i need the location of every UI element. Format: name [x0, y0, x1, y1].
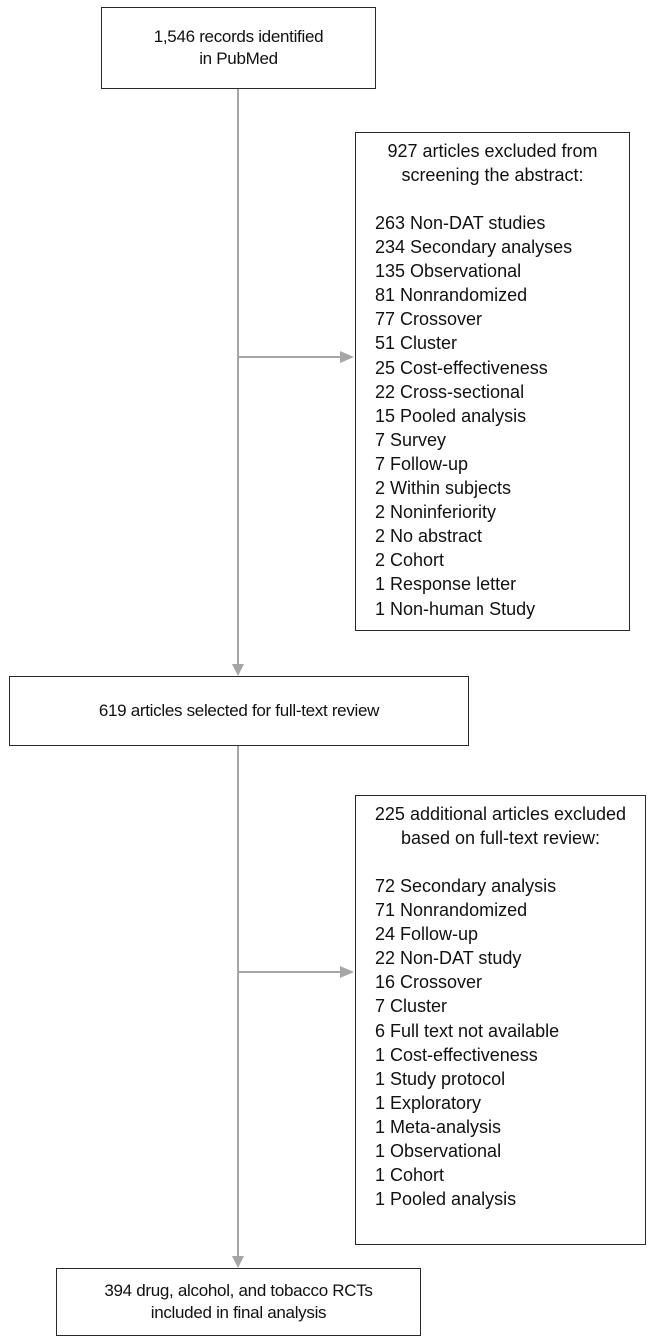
abstract-exclusion-box: 927 articles excluded from screening the… [355, 132, 630, 631]
records-identified-line-2: in PubMed [199, 49, 278, 68]
abstract-exclusion-title: 927 articles excluded from screening the… [364, 139, 629, 187]
final-analysis-box: 394 drug, alcohol, and tobacco RCTs incl… [56, 1268, 421, 1336]
records-identified-box: 1,546 records identified in PubMed [101, 7, 376, 89]
arrowhead-to-exclusion-1 [340, 351, 354, 363]
abstract-exclusion-item: 22 Cross-sectional [375, 381, 525, 402]
abstract-exclusion-item: 51 Cluster [375, 333, 458, 354]
final-analysis-line-2: included in final analysis [150, 1303, 327, 1322]
full-text-exclusion-title: 225 additional articles excluded based o… [364, 802, 645, 850]
abstract-exclusion-item: 234 Secondary analyses [375, 237, 573, 258]
abstract-exclusion-title-line-2: screening the abstract: [401, 165, 584, 185]
abstract-exclusion-item: 7 Survey [375, 429, 447, 450]
arrowhead-to-exclusion-2 [340, 966, 354, 978]
full-text-exclusion-list: 72 Secondary analysis 71 Nonrandomized 2… [364, 874, 645, 1211]
full-text-exclusion-item: 1 Exploratory [375, 1092, 482, 1113]
abstract-exclusion-item: 2 No abstract [375, 526, 483, 547]
abstract-exclusion-item: 81 Nonrandomized [375, 285, 528, 306]
abstract-exclusion-item: 1 Response letter [375, 574, 517, 595]
abstract-exclusion-item: 2 Cohort [375, 550, 445, 571]
abstract-exclusion-item: 77 Crossover [375, 309, 483, 330]
full-text-exclusion-item: 71 Nonrandomized [375, 900, 528, 921]
abstract-exclusion-item: 15 Pooled analysis [375, 405, 527, 426]
full-text-exclusion-item: 24 Follow-up [375, 924, 479, 945]
full-text-exclusion-title-line-2: based on full-text review: [400, 828, 601, 848]
arrowhead-to-full-text [232, 664, 244, 676]
abstract-exclusion-item: 263 Non-DAT studies [375, 213, 546, 233]
full-text-exclusion-box: 225 additional articles excluded based o… [355, 795, 646, 1245]
full-text-exclusion-item: 1 Pooled analysis [375, 1189, 517, 1210]
full-text-exclusion-item: 1 Cohort [375, 1165, 445, 1186]
full-text-exclusion-item: 6 Full text not available [375, 1020, 560, 1041]
abstract-exclusion-item: 25 Cost-effectiveness [375, 357, 548, 378]
abstract-exclusion-item: 7 Follow-up [375, 453, 469, 474]
full-text-review-box: 619 articles selected for full-text revi… [9, 676, 469, 746]
full-text-exclusion-item: 1 Study protocol [375, 1068, 506, 1089]
final-analysis-line-1: 394 drug, alcohol, and tobacco RCTs [104, 1281, 373, 1300]
abstract-exclusion-title-line-1: 927 articles excluded from [387, 141, 598, 161]
full-text-exclusion-item: 1 Cost-effectiveness [375, 1044, 538, 1065]
full-text-exclusion-item: 1 Observational [375, 1141, 502, 1162]
arrowhead-to-final [232, 1256, 244, 1268]
full-text-exclusion-item: 7 Cluster [375, 996, 448, 1017]
abstract-exclusion-item: 2 Within subjects [375, 478, 512, 499]
full-text-exclusion-item: 72 Secondary analysis [375, 876, 557, 896]
abstract-exclusion-item: 2 Noninferiority [375, 502, 497, 523]
full-text-exclusion-item: 1 Meta-analysis [375, 1116, 502, 1137]
abstract-exclusion-item: 1 Non-human Study [375, 598, 536, 619]
full-text-exclusion-item: 22 Non-DAT study [375, 948, 522, 969]
records-identified-line-1: 1,546 records identified [153, 27, 324, 46]
abstract-exclusion-item: 135 Observational [375, 261, 522, 282]
abstract-exclusion-list: 263 Non-DAT studies 234 Secondary analys… [364, 211, 629, 621]
full-text-exclusion-item: 16 Crossover [375, 972, 483, 993]
full-text-review-label: 619 articles selected for full-text revi… [98, 701, 380, 720]
full-text-exclusion-title-line-1: 225 additional articles excluded [374, 804, 627, 824]
